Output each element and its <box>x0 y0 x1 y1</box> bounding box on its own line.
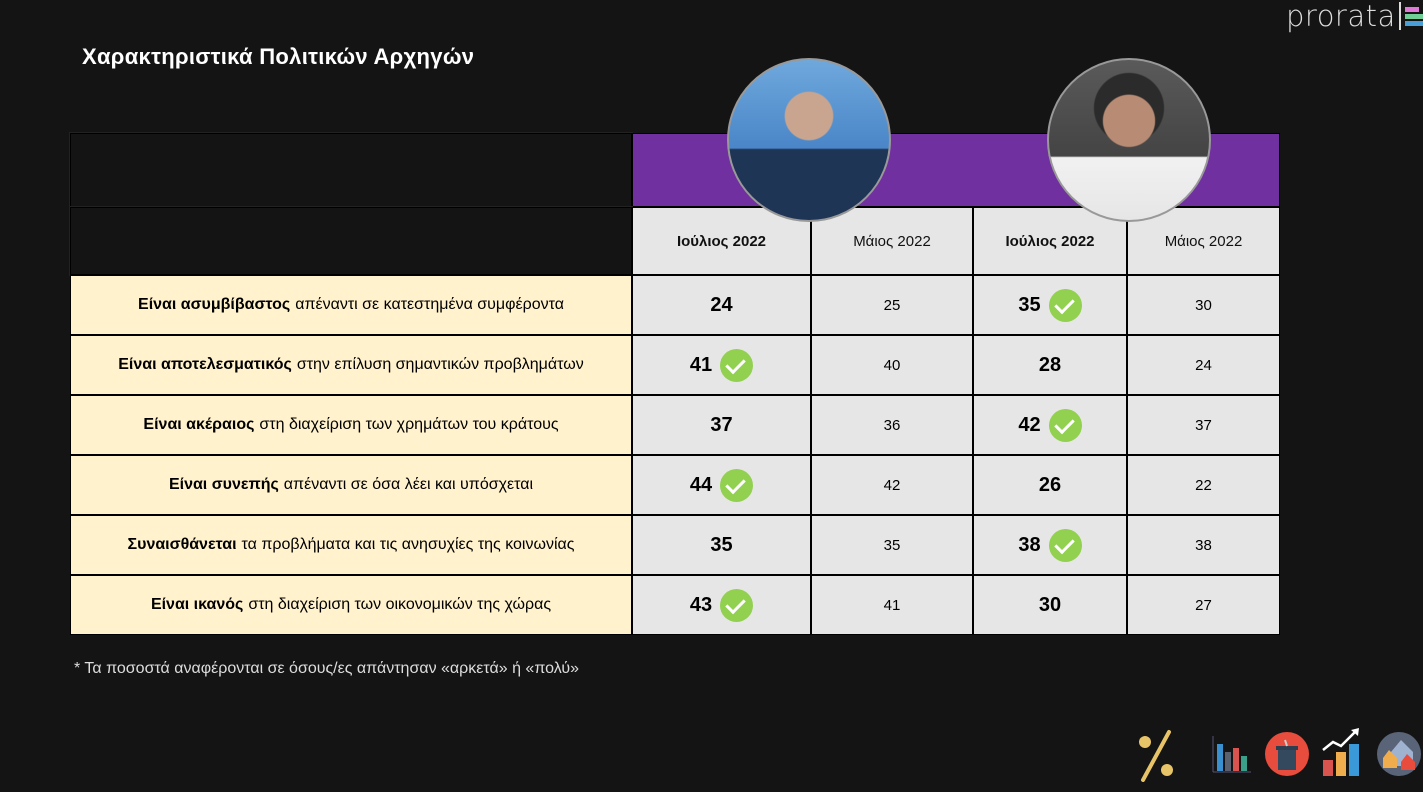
value-cell: 38 <box>1127 515 1280 575</box>
value: 42 <box>1018 413 1041 436</box>
logo-text: prorata <box>1286 0 1396 33</box>
value: 30 <box>1038 593 1062 616</box>
row-label-rest: στη διαχείριση των οικονομικών της χώρας <box>248 596 552 613</box>
value-cell: 38 <box>973 515 1127 575</box>
leader-photo-2 <box>1047 58 1211 222</box>
value: 27 <box>1195 596 1212 614</box>
value-cell: 36 <box>811 395 973 455</box>
logo-divider <box>1398 2 1401 30</box>
value: 35 <box>1018 293 1041 316</box>
value-cell: 44 <box>632 455 811 515</box>
value: 30 <box>1195 296 1212 314</box>
row-label-bold: Είναι ασυμβίβαστος <box>138 296 291 313</box>
value-cell: 24 <box>632 275 811 335</box>
value: 41 <box>689 353 713 376</box>
value: 42 <box>883 476 901 494</box>
value: 37 <box>710 413 733 436</box>
row-label-rest: στην επίλυση σημαντικών προβλημάτων <box>296 356 584 373</box>
header-blank-sub <box>69 206 633 276</box>
value-cell: 27 <box>1127 575 1280 635</box>
row-label: Είναι ακέραιος στη διαχείριση των χρημάτω… <box>70 395 632 455</box>
value-cell: 42 <box>811 455 973 515</box>
value-cell: 42 <box>973 395 1127 455</box>
value-cell: 35 <box>973 275 1127 335</box>
value-cell: 41 <box>811 575 973 635</box>
footer-icons <box>1135 728 1421 782</box>
row-label-bold: Είναι ικανός <box>150 596 244 613</box>
row-label: Είναι ικανός στη διαχείριση των οικονομικ… <box>70 575 632 635</box>
value-cell: 37 <box>632 395 811 455</box>
row-label-bold: Συναισθάνεται <box>127 536 237 553</box>
logo-bars-icon <box>1404 6 1423 26</box>
value: 43 <box>689 593 713 616</box>
check-icon <box>1048 408 1082 442</box>
check-icon <box>1048 528 1082 562</box>
growth-chart-icon <box>1321 728 1365 776</box>
value: 22 <box>1195 476 1212 494</box>
value: 37 <box>1195 416 1212 434</box>
row-label-bold: Είναι συνεπής <box>168 476 279 493</box>
value-cell: 35 <box>811 515 973 575</box>
houses-icon <box>1377 732 1421 776</box>
row-label: Είναι αποτελεσματικός στην επίλυση σημαντ… <box>70 335 632 395</box>
row-label-bold: Είναι ακέραιος <box>143 416 255 433</box>
row-label-rest: απέναντι σε κατεστημένα συμφέροντα <box>295 296 564 313</box>
value: 35 <box>883 536 901 554</box>
percent-icon <box>1135 730 1179 782</box>
row-label: Είναι συνεπής απέναντι σε όσα λέει και υπ… <box>70 455 632 515</box>
value-cell: 40 <box>811 335 973 395</box>
value: 38 <box>1195 536 1212 554</box>
value: 44 <box>689 473 713 496</box>
value-cell: 30 <box>973 575 1127 635</box>
column-header: Ιούλιος 2022 <box>973 207 1127 275</box>
check-icon <box>720 348 754 382</box>
value: 41 <box>883 596 901 614</box>
check-icon <box>720 468 754 502</box>
value: 26 <box>1038 473 1062 496</box>
row-label: Συναισθάνεται τα προβλήματα και τις ανησυ… <box>70 515 632 575</box>
check-icon <box>720 588 754 622</box>
page-title: Χαρακτηριστικά Πολιτικών Αρχηγών <box>82 44 475 69</box>
value: 24 <box>710 293 733 316</box>
value: 38 <box>1018 533 1041 556</box>
value: 28 <box>1038 353 1062 376</box>
value: 36 <box>883 416 901 434</box>
value-cell: 41 <box>632 335 811 395</box>
leader-photo-1 <box>727 58 891 222</box>
podium-icon <box>1265 732 1309 776</box>
value: 24 <box>1195 356 1212 374</box>
value-cell: 26 <box>973 455 1127 515</box>
value-cell: 30 <box>1127 275 1280 335</box>
value-cell: 22 <box>1127 455 1280 515</box>
row-label-rest: απέναντι σε όσα λέει και υπόσχεται <box>283 476 534 493</box>
prorata-logo: prorata <box>1286 0 1423 33</box>
footnote: * Τα ποσοστά αναφέρονται σε όσους/ες απά… <box>74 660 579 677</box>
value-cell: 24 <box>1127 335 1280 395</box>
row-label-bold: Είναι αποτελεσματικός <box>118 356 292 373</box>
value-cell: 35 <box>632 515 811 575</box>
row-label-rest: στη διαχείριση των χρημάτων του κράτους <box>259 416 559 433</box>
bar-chart-icon <box>1209 732 1253 776</box>
value-cell: 25 <box>811 275 973 335</box>
value-cell: 28 <box>973 335 1127 395</box>
value: 35 <box>710 533 733 556</box>
row-label-rest: τα προβλήματα και τις ανησυχίες της κοιν… <box>241 536 575 553</box>
column-header: Μάιος 2022 <box>811 207 973 275</box>
value-cell: 43 <box>632 575 811 635</box>
value: 40 <box>883 356 901 374</box>
header-blank-top <box>69 132 633 208</box>
check-icon <box>1048 288 1082 322</box>
value: 25 <box>883 296 901 314</box>
row-label: Είναι ασυμβίβαστος απέναντι σε κατεστημέν… <box>70 275 632 335</box>
column-header: Ιούλιος 2022 <box>632 207 811 275</box>
value-cell: 37 <box>1127 395 1280 455</box>
